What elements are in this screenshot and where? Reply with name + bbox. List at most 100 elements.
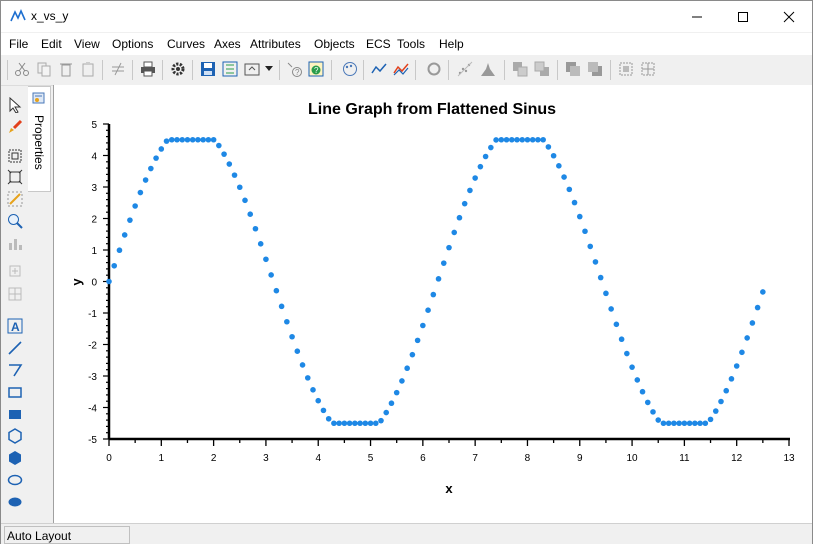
- save-data-icon[interactable]: [221, 60, 239, 78]
- rotate-icon[interactable]: [425, 60, 443, 78]
- x-tick-label: 2: [211, 453, 217, 464]
- data-point: [582, 228, 588, 235]
- data-point: [540, 136, 546, 143]
- menu-curves[interactable]: Curves: [167, 37, 206, 51]
- data-point: [304, 375, 311, 381]
- menu-view[interactable]: View: [74, 37, 100, 51]
- edit-data-icon[interactable]: [6, 190, 24, 208]
- data-point: [148, 165, 154, 172]
- export-icon[interactable]: [243, 60, 261, 78]
- add-layer-icon[interactable]: [6, 262, 24, 280]
- multi-curve-icon[interactable]: [392, 60, 410, 78]
- zoom-icon[interactable]: [6, 212, 24, 230]
- palette-icon[interactable]: [341, 60, 359, 78]
- menu-help[interactable]: Help: [439, 37, 464, 51]
- data-point: [236, 184, 243, 191]
- histogram-icon[interactable]: [479, 60, 497, 78]
- data-point: [556, 163, 562, 169]
- menu-tools[interactable]: Tools: [397, 37, 426, 51]
- fit-view-icon[interactable]: [6, 147, 24, 165]
- toolbar-separator: [132, 60, 133, 80]
- paste-icon[interactable]: [79, 60, 97, 78]
- copy-icon[interactable]: [35, 60, 53, 78]
- delete-icon[interactable]: [57, 60, 75, 78]
- ungroup-icon[interactable]: [639, 60, 657, 78]
- scatter-icon[interactable]: [456, 60, 474, 78]
- data-point: [477, 163, 484, 170]
- menu-ecs[interactable]: ECS: [366, 37, 391, 51]
- maximize-button[interactable]: [720, 1, 766, 32]
- data-point: [388, 400, 395, 407]
- menu-edit[interactable]: Edit: [41, 37, 62, 51]
- data-point: [111, 262, 118, 269]
- help-pointer-icon[interactable]: ?: [285, 60, 303, 78]
- rectangle-tool-icon[interactable]: [6, 383, 24, 401]
- y-tick-label: 1: [91, 246, 97, 257]
- print-icon[interactable]: [139, 60, 157, 78]
- not-equal-icon[interactable]: [109, 60, 127, 78]
- properties-tab[interactable]: Properties: [28, 86, 51, 192]
- data-point: [744, 335, 750, 341]
- data-point: [336, 420, 342, 427]
- layer-grid-icon[interactable]: [6, 285, 24, 303]
- y-tick-label: 3: [91, 183, 97, 194]
- group-icon[interactable]: [617, 60, 635, 78]
- data-point: [252, 225, 259, 232]
- send-backward-icon[interactable]: [533, 60, 551, 78]
- menu-objects[interactable]: Objects: [314, 37, 355, 51]
- data-point: [352, 420, 358, 427]
- status-text: Auto Layout: [7, 529, 72, 543]
- data-point: [712, 408, 719, 414]
- x-tick-label: 4: [315, 453, 321, 464]
- data-point: [692, 420, 698, 427]
- data-point: [121, 232, 128, 238]
- close-button[interactable]: [766, 1, 812, 32]
- data-point: [393, 389, 400, 396]
- data-point: [435, 276, 442, 282]
- bring-forward-icon[interactable]: [511, 60, 529, 78]
- gear-icon[interactable]: [169, 60, 187, 78]
- y-tick-label: -2: [88, 341, 97, 352]
- data-point: [603, 290, 609, 297]
- data-point: [493, 137, 499, 143]
- chevron-down-icon[interactable]: [263, 60, 275, 78]
- bar-chart-icon[interactable]: [6, 234, 24, 252]
- y-tick-label: -3: [88, 372, 97, 383]
- data-point: [451, 229, 458, 236]
- menu-axes[interactable]: Axes: [214, 37, 241, 51]
- arrow-tool-icon[interactable]: [6, 361, 24, 379]
- filled-rectangle-tool-icon[interactable]: [6, 405, 24, 423]
- toolbar-separator: [610, 60, 611, 80]
- minimize-button[interactable]: [674, 1, 720, 32]
- data-point: [116, 247, 123, 254]
- expand-view-icon[interactable]: [6, 168, 24, 186]
- save-icon[interactable]: [199, 60, 217, 78]
- text-tool-icon[interactable]: A: [6, 317, 24, 335]
- x-tick-label: 8: [525, 453, 531, 464]
- data-point: [210, 136, 217, 143]
- data-point: [676, 420, 682, 427]
- bring-to-front-icon[interactable]: [564, 60, 582, 78]
- line-tool-icon[interactable]: [6, 339, 24, 357]
- filled-hexagon-tool-icon[interactable]: [6, 449, 24, 467]
- paintbrush-icon[interactable]: [6, 118, 24, 136]
- hexagon-tool-icon[interactable]: [6, 427, 24, 445]
- menu-options[interactable]: Options: [112, 37, 154, 51]
- help-icon[interactable]: ?: [307, 60, 325, 78]
- menu-attributes[interactable]: Attributes: [250, 37, 301, 51]
- data-point: [278, 303, 285, 310]
- x-tick-label: 6: [420, 453, 426, 464]
- send-to-back-icon[interactable]: [586, 60, 604, 78]
- data-point: [299, 362, 306, 368]
- menu-file[interactable]: File: [9, 37, 29, 51]
- cut-icon[interactable]: [13, 60, 31, 78]
- x-tick-label: 13: [783, 453, 795, 464]
- data-point: [367, 420, 374, 427]
- pointer-icon[interactable]: [6, 96, 24, 114]
- ellipse-tool-icon[interactable]: [6, 471, 24, 489]
- filled-ellipse-tool-icon[interactable]: [6, 493, 24, 511]
- data-point: [425, 307, 431, 313]
- curve-icon[interactable]: [370, 60, 388, 78]
